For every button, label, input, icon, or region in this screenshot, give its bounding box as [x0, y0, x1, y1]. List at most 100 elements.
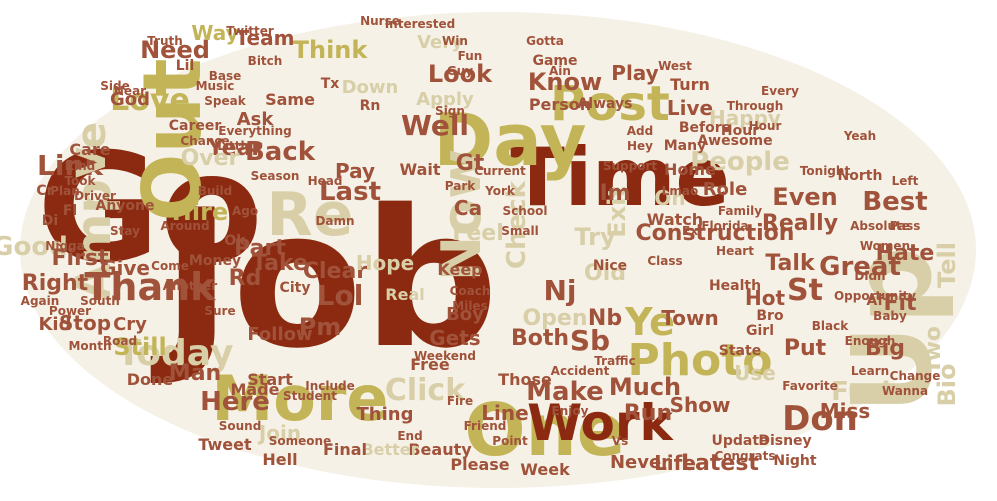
cloud-word: Day — [433, 98, 586, 182]
cloud-word: Nj — [543, 274, 576, 307]
cloud-word: Stay — [110, 224, 140, 238]
cloud-word: Final — [323, 440, 367, 459]
cloud-word: Season — [251, 169, 300, 183]
cloud-word: End — [397, 429, 422, 443]
cloud-word: Right — [22, 271, 89, 296]
cloud-word: Ain — [549, 64, 571, 78]
cloud-word: Really — [762, 211, 838, 236]
cloud-word: Hire — [172, 198, 228, 226]
cloud-word: Live — [667, 96, 713, 120]
cloud-word: Miles — [452, 299, 487, 313]
cloud-word: Hope — [356, 251, 414, 275]
cloud-word: Give — [100, 256, 150, 280]
cloud-word: Over — [181, 146, 240, 171]
cloud-word: Well — [401, 109, 469, 142]
cloud-word: Di — [42, 213, 58, 229]
cloud-word: Include — [305, 379, 355, 393]
cloud-word: Out — [126, 58, 219, 221]
cloud-word: Nigga — [45, 239, 84, 253]
cloud-word: Part — [234, 236, 286, 261]
cloud-word: Ask — [237, 109, 275, 130]
cloud-word: Those — [498, 370, 552, 389]
cloud-word: Nice — [593, 258, 627, 274]
cloud-word: Tonight — [800, 164, 851, 178]
cloud-word: Bro — [756, 308, 784, 324]
cloud-word: Back — [245, 137, 316, 167]
cloud-word: Around — [160, 219, 209, 233]
cloud-word: Care — [69, 140, 110, 159]
cloud-word: Today — [117, 333, 234, 374]
cloud-word: Class — [647, 254, 682, 268]
cloud-word: Take — [252, 251, 308, 276]
cloud-word: Make — [526, 377, 604, 407]
cloud-word: Much — [609, 373, 681, 401]
cloud-word: City — [280, 280, 311, 296]
cloud-word: Health — [709, 278, 761, 294]
cloud-word: Weekend — [414, 349, 476, 363]
cloud-word: Play — [611, 61, 658, 85]
cloud-word: Role — [703, 179, 748, 200]
cloud-word: Keep — [437, 260, 482, 279]
cloud-word: Exit — [603, 186, 631, 238]
cloud-word: Sb — [570, 324, 610, 357]
cloud-word: Year — [207, 136, 263, 161]
cloud-word: Life — [654, 451, 696, 475]
cloud-word: State — [719, 343, 761, 359]
cloud-word: Interested — [385, 17, 456, 31]
cloud-word: Pass — [890, 219, 921, 233]
cloud-word: Done — [127, 370, 174, 389]
cloud-word: Gets — [429, 326, 480, 350]
cloud-word: Congrats — [714, 449, 775, 463]
cloud-word: Absolute — [850, 219, 910, 233]
cloud-word: Both — [511, 326, 569, 351]
cloud-word: Anyone — [95, 198, 154, 214]
cloud-word: People — [690, 147, 790, 177]
cloud-word: Hour — [749, 119, 782, 133]
cloud-word: Took — [64, 174, 96, 188]
cloud-word: Don — [782, 399, 858, 439]
cloud-word: Again — [21, 294, 60, 308]
cloud-word: Down — [342, 77, 399, 98]
cloud-word: Kid — [38, 314, 71, 335]
cloud-word: Park — [445, 179, 476, 193]
cloud-word: Think — [293, 36, 369, 64]
cloud-word: Check — [502, 180, 532, 269]
cloud-word: Look — [428, 60, 493, 88]
cloud-word: Two — [921, 326, 946, 374]
cloud-word: Fire — [447, 394, 473, 408]
cloud-word: Gt — [456, 151, 485, 176]
cloud-word: Hell — [262, 450, 297, 469]
cloud-word: Gotta — [526, 34, 564, 48]
cloud-word: Current — [474, 164, 526, 178]
cloud-word: Enough — [845, 334, 896, 348]
cloud-word: Try — [574, 223, 616, 251]
cloud-word: Yeah — [843, 129, 876, 143]
cloud-word: Great — [819, 252, 901, 282]
cloud-word: Photo — [627, 335, 772, 386]
cloud-word: School — [503, 204, 548, 218]
cloud-word: Family — [718, 204, 762, 218]
cloud-word: Im — [599, 181, 630, 206]
cloud-word: Speak — [204, 94, 246, 108]
cloud-word: Same — [265, 90, 315, 109]
cloud-background-ellipse — [20, 12, 976, 488]
cloud-word: Now — [430, 149, 493, 281]
cloud-word: Run — [624, 401, 672, 426]
cloud-word: Turn — [670, 75, 710, 94]
cloud-word: Month — [68, 339, 111, 353]
cloud-word: Latest — [681, 451, 759, 476]
cloud-word: Black — [812, 319, 849, 333]
cloud-word: Road — [103, 334, 137, 348]
cloud-word: Click — [385, 373, 466, 408]
cloud-word: Very — [417, 32, 463, 53]
cloud-word: Little — [217, 139, 252, 153]
cloud-word: Thank — [85, 265, 217, 309]
cloud-word: Rn — [360, 98, 381, 114]
cloud-word: Never — [610, 452, 670, 473]
cloud-word: Wanna — [882, 384, 928, 398]
cloud-word: Kind — [65, 159, 96, 173]
cloud-word: Florida — [701, 219, 748, 233]
cloud-word: Man — [169, 361, 221, 386]
cloud-word: Even — [772, 183, 837, 211]
cloud-word: Chance — [180, 134, 229, 148]
